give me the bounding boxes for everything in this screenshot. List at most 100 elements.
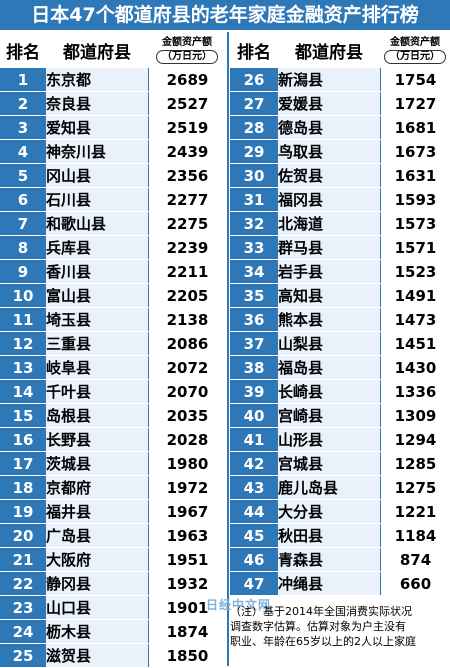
prefecture-name: 枥木县 — [46, 620, 148, 643]
rank-number: 32 — [230, 212, 278, 235]
table-row: 24 枥木县 1874 — [0, 620, 226, 643]
table-row: 39 长崎县 1336 — [230, 380, 450, 403]
asset-amount: 2439 — [148, 140, 226, 163]
prefecture-name: 山梨县 — [278, 332, 380, 355]
header-amount-unit: （万日元） — [156, 49, 218, 64]
prefecture-name: 石川县 — [46, 188, 148, 211]
rank-number: 4 — [0, 140, 46, 163]
prefecture-name: 三重县 — [46, 332, 148, 355]
prefecture-name: 滋贺县 — [46, 644, 148, 667]
rank-number: 14 — [0, 380, 46, 403]
header-prefecture: 都道府县 — [278, 33, 380, 67]
table-row: 25 滋贺县 1850 — [0, 644, 226, 667]
table-row: 44 大分县 1221 — [230, 500, 450, 523]
rank-number: 44 — [230, 500, 278, 523]
asset-amount: 2211 — [148, 260, 226, 283]
asset-amount: 1673 — [380, 140, 450, 163]
asset-amount: 2519 — [148, 116, 226, 139]
table-row: 13 岐阜县 2072 — [0, 356, 226, 379]
asset-amount: 2070 — [148, 380, 226, 403]
table-row: 33 群马县 1571 — [230, 236, 450, 259]
table-row: 10 富山县 2205 — [0, 284, 226, 307]
prefecture-name: 群马县 — [278, 236, 380, 259]
table-row: 6 石川县 2277 — [0, 188, 226, 211]
table-row: 5 冈山县 2356 — [0, 164, 226, 187]
rank-number: 23 — [0, 596, 46, 619]
rank-number: 19 — [0, 500, 46, 523]
table-row: 4 神奈川县 2439 — [0, 140, 226, 163]
rank-number: 8 — [0, 236, 46, 259]
prefecture-name: 埼玉县 — [46, 308, 148, 331]
header-amount: 金额资产额 （万日元） — [148, 33, 226, 67]
table-row: 46 青森县 874 — [230, 548, 450, 571]
table-row: 32 北海道 1573 — [230, 212, 450, 235]
table-row: 42 宫城县 1285 — [230, 452, 450, 475]
prefecture-name: 山口县 — [46, 596, 148, 619]
asset-amount: 1754 — [380, 68, 450, 91]
prefecture-name: 福冈县 — [278, 188, 380, 211]
prefecture-name: 宫城县 — [278, 452, 380, 475]
asset-amount: 2138 — [148, 308, 226, 331]
rank-number: 43 — [230, 476, 278, 499]
table-row: 29 鸟取县 1673 — [230, 140, 450, 163]
asset-amount: 1901 — [148, 596, 226, 619]
header-amount-label: 金额资产额 — [162, 36, 212, 48]
prefecture-name: 高知县 — [278, 284, 380, 307]
watermark-logo: 日经中文网 — [206, 598, 272, 612]
asset-amount: 1932 — [148, 572, 226, 595]
rank-number: 10 — [0, 284, 46, 307]
prefecture-name: 佐贺县 — [278, 164, 380, 187]
header-row: 排名 都道府县 金额资产额 （万日元） — [0, 33, 226, 67]
table-row: 47 冲绳县 660 — [230, 572, 450, 595]
prefecture-name: 鸟取县 — [278, 140, 380, 163]
table-row: 34 岩手县 1523 — [230, 260, 450, 283]
prefecture-name: 秋田县 — [278, 524, 380, 547]
prefecture-name: 新潟县 — [278, 68, 380, 91]
asset-amount: 660 — [380, 572, 450, 595]
rank-number: 24 — [0, 620, 46, 643]
asset-amount: 1972 — [148, 476, 226, 499]
asset-amount: 1631 — [380, 164, 450, 187]
prefecture-name: 京都府 — [46, 476, 148, 499]
rank-number: 21 — [0, 548, 46, 571]
table-row: 36 熊本县 1473 — [230, 308, 450, 331]
table-row: 1 东京都 2689 — [0, 68, 226, 91]
footnote-line: 调查数字估算。估算对象为户主没有 — [230, 620, 406, 633]
asset-amount: 2205 — [148, 284, 226, 307]
prefecture-name: 茨城县 — [46, 452, 148, 475]
prefecture-name: 广岛县 — [46, 524, 148, 547]
table-row: 9 香川县 2211 — [0, 260, 226, 283]
table-row: 3 爱知县 2519 — [0, 116, 226, 139]
table-row: 19 福井县 1967 — [0, 500, 226, 523]
rank-number: 3 — [0, 116, 46, 139]
header-row: 排名 都道府县 金额资产额 （万日元） — [230, 33, 450, 67]
asset-amount: 1951 — [148, 548, 226, 571]
rank-number: 17 — [0, 452, 46, 475]
table-row: 12 三重县 2086 — [0, 332, 226, 355]
footnote-line: 职业、年龄在65岁以上的2人以上家庭 — [230, 635, 416, 648]
asset-amount: 1336 — [380, 380, 450, 403]
table-row: 27 爱媛县 1727 — [230, 92, 450, 115]
table-row: 41 山形县 1294 — [230, 428, 450, 451]
prefecture-name: 冈山县 — [46, 164, 148, 187]
header-rank: 排名 — [230, 33, 278, 67]
rank-number: 15 — [0, 404, 46, 427]
table-row: 18 京都府 1972 — [0, 476, 226, 499]
prefecture-name: 富山县 — [46, 284, 148, 307]
rank-number: 37 — [230, 332, 278, 355]
asset-amount: 1980 — [148, 452, 226, 475]
prefecture-name: 大分县 — [278, 500, 380, 523]
asset-amount: 874 — [380, 548, 450, 571]
table-row: 28 德岛县 1681 — [230, 116, 450, 139]
prefecture-name: 德岛县 — [278, 116, 380, 139]
asset-amount: 1184 — [380, 524, 450, 547]
table-row: 15 岛根县 2035 — [0, 404, 226, 427]
rank-number: 31 — [230, 188, 278, 211]
chart-title: 日本47个都道府县的老年家庭金融资产排行榜 — [0, 0, 450, 30]
prefecture-name: 山形县 — [278, 428, 380, 451]
asset-amount: 1967 — [148, 500, 226, 523]
asset-amount: 1451 — [380, 332, 450, 355]
asset-amount: 1850 — [148, 644, 226, 667]
asset-amount: 1573 — [380, 212, 450, 235]
rank-number: 29 — [230, 140, 278, 163]
